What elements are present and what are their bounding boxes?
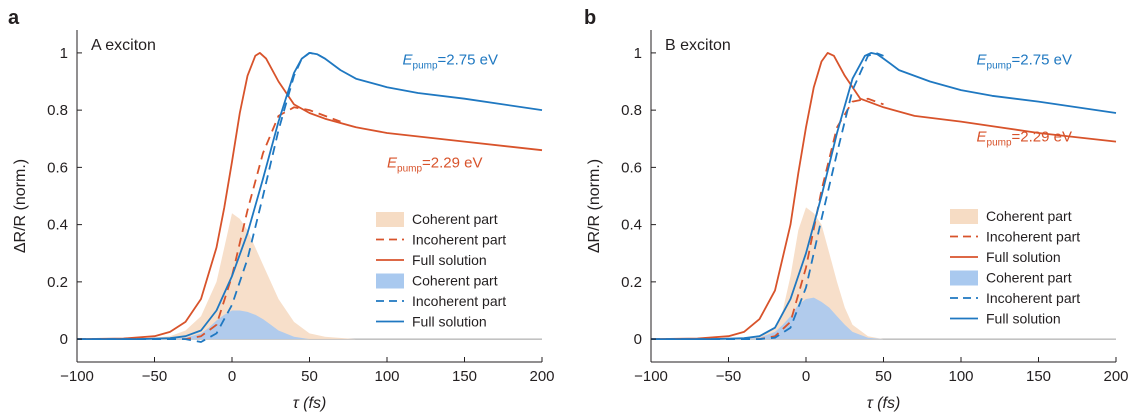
legend-swatch [376, 273, 404, 289]
legend-label: Incoherent part [412, 232, 506, 248]
legend-item: Coherent part [950, 270, 1072, 286]
x-tick-label: 50 [875, 368, 892, 385]
y-tick-label: 0.4 [621, 217, 642, 234]
legend-item: Incoherent part [950, 290, 1080, 306]
legend-label: Incoherent part [986, 290, 1080, 306]
panel-letter: b [584, 7, 596, 29]
legend-item: Coherent part [950, 208, 1072, 224]
panel-title: A exciton [91, 37, 156, 54]
legend-swatch [950, 270, 978, 286]
y-axis-label: ΔR/R (norm.) [586, 159, 603, 253]
panel-letter: a [8, 7, 20, 29]
x-axis-label: τ (fs) [293, 395, 327, 412]
series-solid-229-full-line [76, 52, 543, 340]
y-tick-label: 0.4 [47, 217, 68, 234]
x-tick-label: 100 [374, 368, 399, 385]
y-tick-label: 0 [60, 331, 68, 348]
y-tick-label: 0.2 [47, 274, 68, 291]
y-tick-label: 1 [634, 45, 642, 62]
legend-item: Incoherent part [376, 293, 506, 309]
y-tick-label: 0 [634, 331, 642, 348]
legend-label: Full solution [986, 311, 1061, 327]
x-tick-label: 0 [802, 368, 810, 385]
x-tick-label: −50 [142, 368, 167, 385]
legend-swatch [376, 212, 404, 227]
legend-label: Incoherent part [986, 229, 1080, 245]
legend-item: Incoherent part [950, 229, 1080, 245]
legend-item: Coherent part [376, 211, 498, 227]
x-tick-label: 0 [228, 368, 236, 385]
legend-label: Full solution [412, 314, 487, 330]
y-tick-label: 0.8 [621, 102, 642, 119]
series-solid-275-full-line [651, 52, 1117, 340]
legend-label: Full solution [986, 249, 1061, 265]
x-axis-label: τ (fs) [867, 395, 901, 412]
pump-energy-annotation: Epump=2.29 eV [387, 154, 483, 174]
pump-energy-annotation: Epump=2.75 eV [977, 51, 1073, 71]
panel-a: a −100 −50 0 50 100 150 200 0 0.2 0.4 0.6 0.8 1 τ (fs)… [8, 7, 555, 412]
x-tick-label: 100 [948, 368, 973, 385]
x-tick-label: 200 [1103, 368, 1128, 385]
legend-item: Coherent part [376, 273, 498, 289]
legend-item: Incoherent part [376, 232, 506, 248]
pump-energy-annotation: Epump=2.75 eV [403, 51, 499, 71]
legend-label: Coherent part [412, 273, 498, 289]
legend-item: Full solution [950, 249, 1061, 265]
legend-item: Full solution [376, 314, 487, 330]
x-tick-label: −50 [716, 368, 741, 385]
legend-label: Coherent part [986, 208, 1072, 224]
series-dashed-229-incoherent-line [651, 97, 884, 340]
legend-item: Full solution [950, 311, 1061, 327]
legend-label: Incoherent part [412, 293, 506, 309]
legend-label: Coherent part [986, 270, 1072, 286]
y-axis-label: ΔR/R (norm.) [12, 159, 29, 253]
y-tick-label: 1 [60, 45, 68, 62]
x-tick-label: −100 [634, 368, 668, 385]
x-tick-label: 200 [529, 368, 554, 385]
panel-b: b −100 −50 0 50 100 150 200 0 0.2 0.4 0.6 0.8 1 τ (fs)… [584, 7, 1129, 412]
legend-swatch [950, 209, 978, 224]
legend-item: Full solution [376, 252, 487, 268]
series-solid-229-full-line [650, 52, 1117, 340]
x-tick-label: −100 [60, 368, 94, 385]
legend-label: Coherent part [412, 211, 498, 227]
x-tick-label: 150 [1026, 368, 1051, 385]
y-tick-label: 0.6 [621, 159, 642, 176]
x-tick-label: 150 [452, 368, 477, 385]
x-tick-label: 50 [301, 368, 318, 385]
y-tick-label: 0.2 [621, 274, 642, 291]
y-tick-label: 0.8 [47, 102, 68, 119]
series-solid-275-full-line [77, 52, 543, 340]
y-tick-label: 0.6 [47, 159, 68, 176]
series-dashed-275-incoherent-line [651, 52, 884, 340]
panel-title: B exciton [665, 37, 731, 54]
legend-label: Full solution [412, 252, 487, 268]
pump-energy-annotation: Epump=2.29 eV [977, 129, 1073, 149]
